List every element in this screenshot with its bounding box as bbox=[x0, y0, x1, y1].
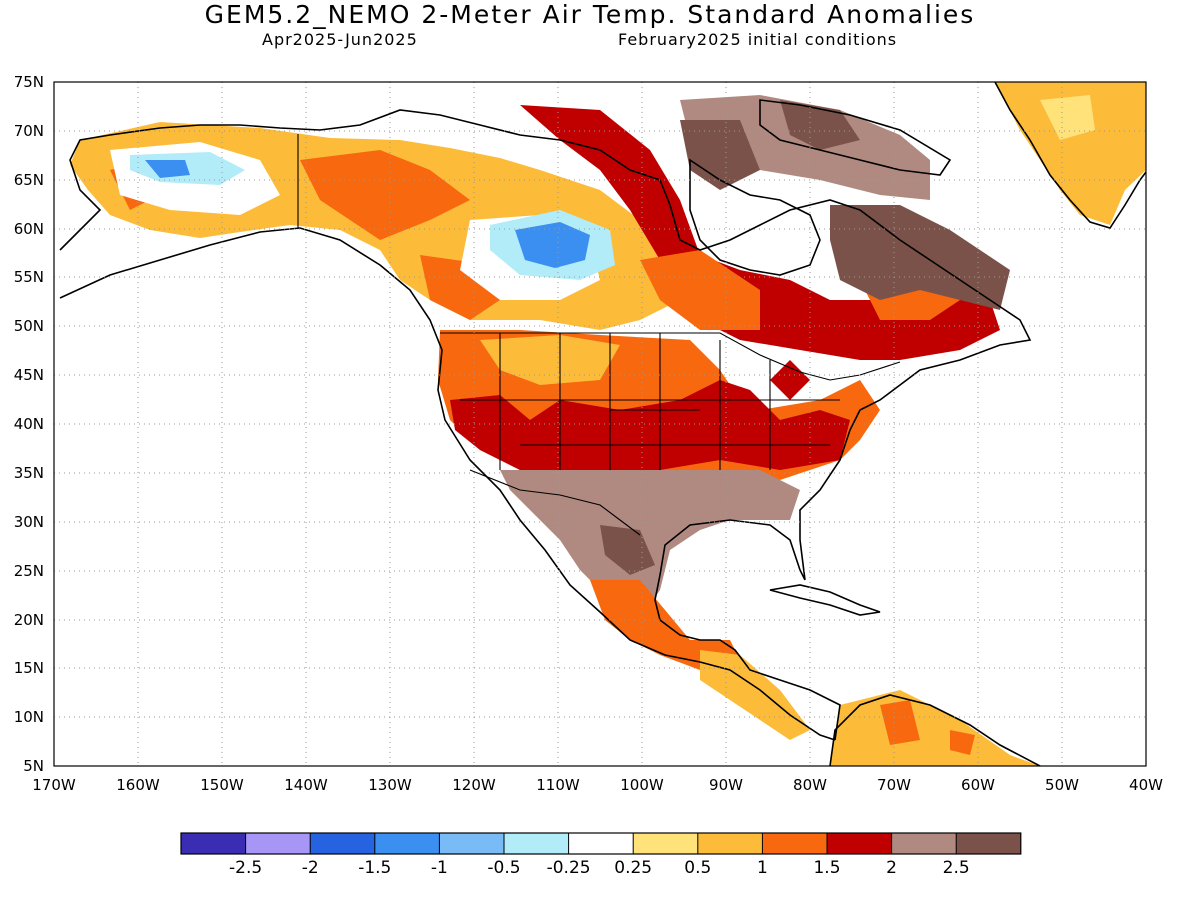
lat-label: 5N bbox=[23, 757, 44, 775]
lat-label: 40N bbox=[14, 415, 44, 433]
lon-label: 100W bbox=[620, 776, 664, 794]
colorbar-label: 2 bbox=[886, 858, 897, 878]
anomaly-region-canada-orange bbox=[640, 250, 960, 330]
map-title: GEM5.2_NEMO 2-Meter Air Temp. Standard A… bbox=[204, 0, 976, 29]
lon-label: 120W bbox=[452, 776, 496, 794]
lat-label: 65N bbox=[14, 171, 44, 189]
lon-label: 60W bbox=[961, 776, 995, 794]
anomaly-region-south-america-orange bbox=[880, 700, 975, 755]
border-states bbox=[460, 333, 840, 470]
colorbar-swatch bbox=[245, 833, 311, 854]
colorbar-swatch bbox=[504, 833, 569, 854]
lon-label: 130W bbox=[368, 776, 412, 794]
anomaly-region-cold bbox=[145, 160, 590, 268]
lat-label: 35N bbox=[14, 464, 44, 482]
colorbar-label: 0.25 bbox=[614, 858, 652, 878]
colorbar-label: -1 bbox=[431, 858, 448, 878]
colorbar-swatch bbox=[956, 833, 1021, 854]
lon-label: 70W bbox=[877, 776, 911, 794]
colorbar: -2.5 -2 -1.5 -1 -0.5 -0.25 0.25 0.5 1 1.… bbox=[180, 832, 1022, 878]
lon-label: 40W bbox=[1129, 776, 1163, 794]
colorbar-swatch bbox=[181, 833, 246, 854]
forecast-period: Apr2025-Jun2025 bbox=[262, 30, 418, 49]
lat-label: 55N bbox=[14, 268, 44, 286]
lat-label: 20N bbox=[14, 611, 44, 629]
lat-label: 60N bbox=[14, 220, 44, 238]
lat-label: 45N bbox=[14, 366, 44, 384]
colorbar-swatch bbox=[374, 833, 440, 854]
colorbar-swatch bbox=[697, 833, 763, 854]
coastline-greenland bbox=[994, 82, 1146, 229]
coastline-south-america bbox=[829, 694, 1041, 766]
colorbar-label: 0.5 bbox=[684, 858, 711, 878]
lat-label: 25N bbox=[14, 562, 44, 580]
grid-lines bbox=[54, 82, 1146, 766]
colorbar-swatch bbox=[439, 833, 504, 854]
lon-label: 160W bbox=[116, 776, 160, 794]
lon-label: 170W bbox=[32, 776, 76, 794]
anomaly-region-eastern-canada bbox=[520, 105, 1000, 360]
colorbar-swatch bbox=[633, 833, 698, 854]
colorbar-swatch bbox=[310, 833, 375, 854]
lat-label: 70N bbox=[14, 122, 44, 140]
lat-label: 15N bbox=[14, 659, 44, 677]
anomaly-region-white bbox=[110, 142, 600, 300]
lon-label: 50W bbox=[1045, 776, 1079, 794]
colorbar-label: 1 bbox=[757, 858, 768, 878]
anomaly-region-us-red bbox=[450, 360, 850, 470]
colorbar-label: -0.5 bbox=[487, 858, 520, 878]
anomaly-region-us-light bbox=[480, 335, 620, 385]
colorbar-swatch bbox=[568, 833, 634, 854]
lat-label: 10N bbox=[14, 708, 44, 726]
map-frame bbox=[53, 81, 1147, 767]
lat-label: 30N bbox=[14, 513, 44, 531]
lat-axis: 75N 70N 65N 60N 55N 50N 45N 40N 35N 30N … bbox=[14, 73, 44, 775]
lon-axis: 170W 160W 150W 140W 130W 120W 110W 100W … bbox=[32, 776, 1163, 794]
anomaly-region-greenland-light bbox=[1040, 95, 1095, 140]
anomaly-region-mexico-dark bbox=[600, 525, 655, 575]
colorbar-label: -1.5 bbox=[358, 858, 391, 878]
colorbar-label: -2.5 bbox=[229, 858, 262, 878]
colorbar-label: -2 bbox=[302, 858, 319, 878]
coastline-hudson-bay bbox=[689, 158, 821, 276]
anomaly-region-mexico-south bbox=[590, 580, 740, 670]
anomaly-region-texas-mexico bbox=[500, 470, 800, 620]
anomaly-region-baffin bbox=[680, 95, 930, 200]
anomaly-region-cool bbox=[130, 152, 615, 280]
colorbar-swatch bbox=[827, 833, 892, 854]
colorbar-label: 2.5 bbox=[943, 858, 970, 878]
initial-conditions: February2025 initial conditions bbox=[618, 30, 898, 49]
colorbar-swatch bbox=[762, 833, 827, 854]
lat-label: 75N bbox=[14, 73, 44, 91]
lon-label: 90W bbox=[709, 776, 743, 794]
coastline-baffin bbox=[759, 99, 952, 176]
border-us-mexico bbox=[469, 469, 641, 536]
lon-label: 140W bbox=[284, 776, 328, 794]
colorbar-label: 1.5 bbox=[813, 858, 840, 878]
colorbar-label: -0.25 bbox=[547, 858, 591, 878]
colorbar-swatch bbox=[891, 833, 957, 854]
lon-label: 110W bbox=[536, 776, 580, 794]
anomaly-region-greenland bbox=[995, 82, 1146, 225]
colorbar-frame bbox=[180, 832, 1022, 855]
lon-label: 150W bbox=[200, 776, 244, 794]
anomaly-region-alaska-orange bbox=[110, 150, 500, 320]
lat-label: 50N bbox=[14, 317, 44, 335]
lon-label: 80W bbox=[793, 776, 827, 794]
anomaly-region-central-america bbox=[700, 650, 810, 740]
